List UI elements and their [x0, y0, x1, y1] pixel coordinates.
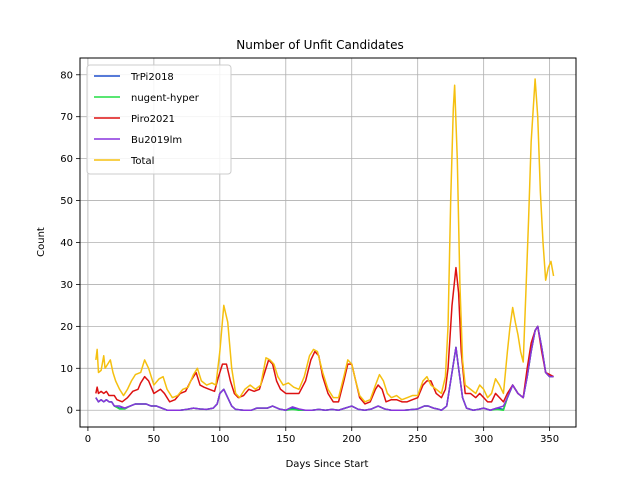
y-tick-label: 20	[60, 322, 73, 333]
x-tick-label: 0	[85, 434, 91, 445]
x-tick-label: 100	[210, 434, 229, 445]
x-tick-label: 300	[474, 434, 493, 445]
y-tick-label: 60	[60, 154, 73, 165]
x-axis: 0 50 100 150 200 250 300 350	[85, 427, 559, 445]
legend-label: Bu2019lm	[131, 135, 182, 146]
x-tick-label: 150	[276, 434, 295, 445]
y-tick-label: 40	[60, 238, 73, 249]
legend-label: Piro2021	[131, 114, 175, 125]
series-line-bu2019lm	[95, 325, 554, 411]
legend: TrPi2018 nugent-hyper Piro2021 Bu2019lm Tota…	[86, 64, 232, 175]
y-tick-label: 80	[60, 70, 73, 81]
chart-title: Number of Unfit Candidates	[236, 38, 403, 52]
legend-label: nugent-hyper	[131, 93, 200, 104]
x-tick-label: 350	[540, 434, 559, 445]
x-tick-label: 200	[342, 434, 361, 445]
x-axis-label: Days Since Start	[286, 459, 369, 470]
y-tick-label: 30	[60, 280, 73, 291]
legend-label: TrPi2018	[130, 72, 174, 83]
y-tick-label: 70	[60, 112, 73, 123]
y-tick-label: 0	[67, 406, 73, 417]
legend-box	[86, 64, 232, 175]
y-axis: 0 10 20 30 40 50 60 70 80	[60, 70, 80, 417]
series-line-piro2021	[95, 266, 554, 405]
series-lines	[95, 78, 555, 411]
series-line-total	[95, 78, 555, 403]
x-tick-label: 50	[148, 434, 161, 445]
y-tick-label: 50	[60, 196, 73, 207]
x-tick-label: 250	[408, 434, 427, 445]
y-axis-label: Count	[36, 227, 47, 257]
y-tick-label: 10	[60, 364, 73, 375]
legend-label: Total	[130, 156, 154, 167]
